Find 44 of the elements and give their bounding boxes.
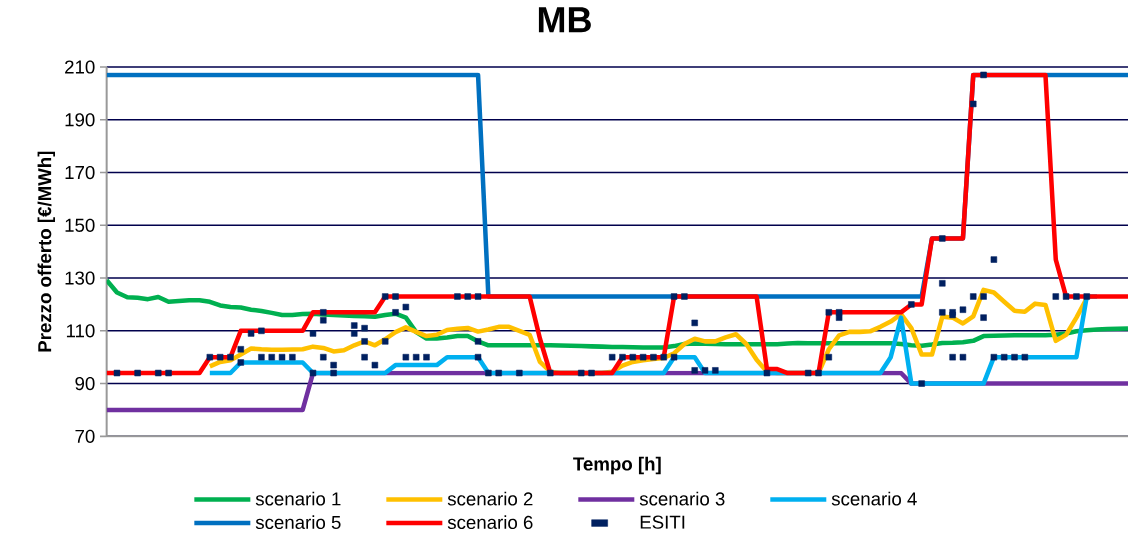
point (939, 280, 946, 287)
point (980, 314, 987, 321)
y-tick-label: 110 (66, 324, 95, 338)
point (970, 100, 977, 108)
point (990, 353, 998, 361)
y-tick-label: 90 (75, 376, 95, 391)
point (351, 330, 358, 337)
point (392, 309, 399, 316)
point (980, 71, 987, 79)
legend-label: scenario 2 (447, 491, 533, 506)
point (330, 361, 337, 369)
legend-label: scenario 5 (255, 515, 341, 530)
point (382, 293, 389, 300)
point (320, 317, 327, 324)
point (402, 353, 410, 361)
point (361, 353, 368, 361)
point (939, 309, 946, 316)
legend-label: ESITI (640, 515, 685, 529)
y-tick-label: 190 (65, 113, 95, 127)
point (309, 330, 317, 337)
point (825, 309, 833, 316)
y-tick-label: 70 (75, 429, 95, 443)
point (361, 338, 368, 345)
point (237, 346, 244, 353)
legend-label: scenario 3 (639, 491, 725, 506)
point (691, 367, 698, 374)
y-tick-label: 210 (65, 60, 95, 74)
legend-label: scenario 4 (831, 491, 917, 506)
point (474, 338, 482, 345)
y-axis-title: Prezzo offerto [€/MWh] (37, 151, 55, 352)
point (670, 293, 678, 300)
y-tick-label: 130 (65, 271, 95, 285)
point (320, 353, 327, 361)
point (959, 353, 967, 361)
point (949, 353, 956, 361)
chart-title: MB (538, 7, 591, 33)
point (474, 353, 482, 361)
legend-label: scenario 6 (447, 515, 533, 530)
x-axis-title: Tempo [h] (573, 456, 661, 475)
point (258, 353, 265, 361)
y-tick-label: 150 (65, 218, 95, 232)
y-tick-label: 170 (65, 165, 95, 180)
legend-label: scenario 1 (255, 491, 341, 506)
point (835, 314, 843, 321)
